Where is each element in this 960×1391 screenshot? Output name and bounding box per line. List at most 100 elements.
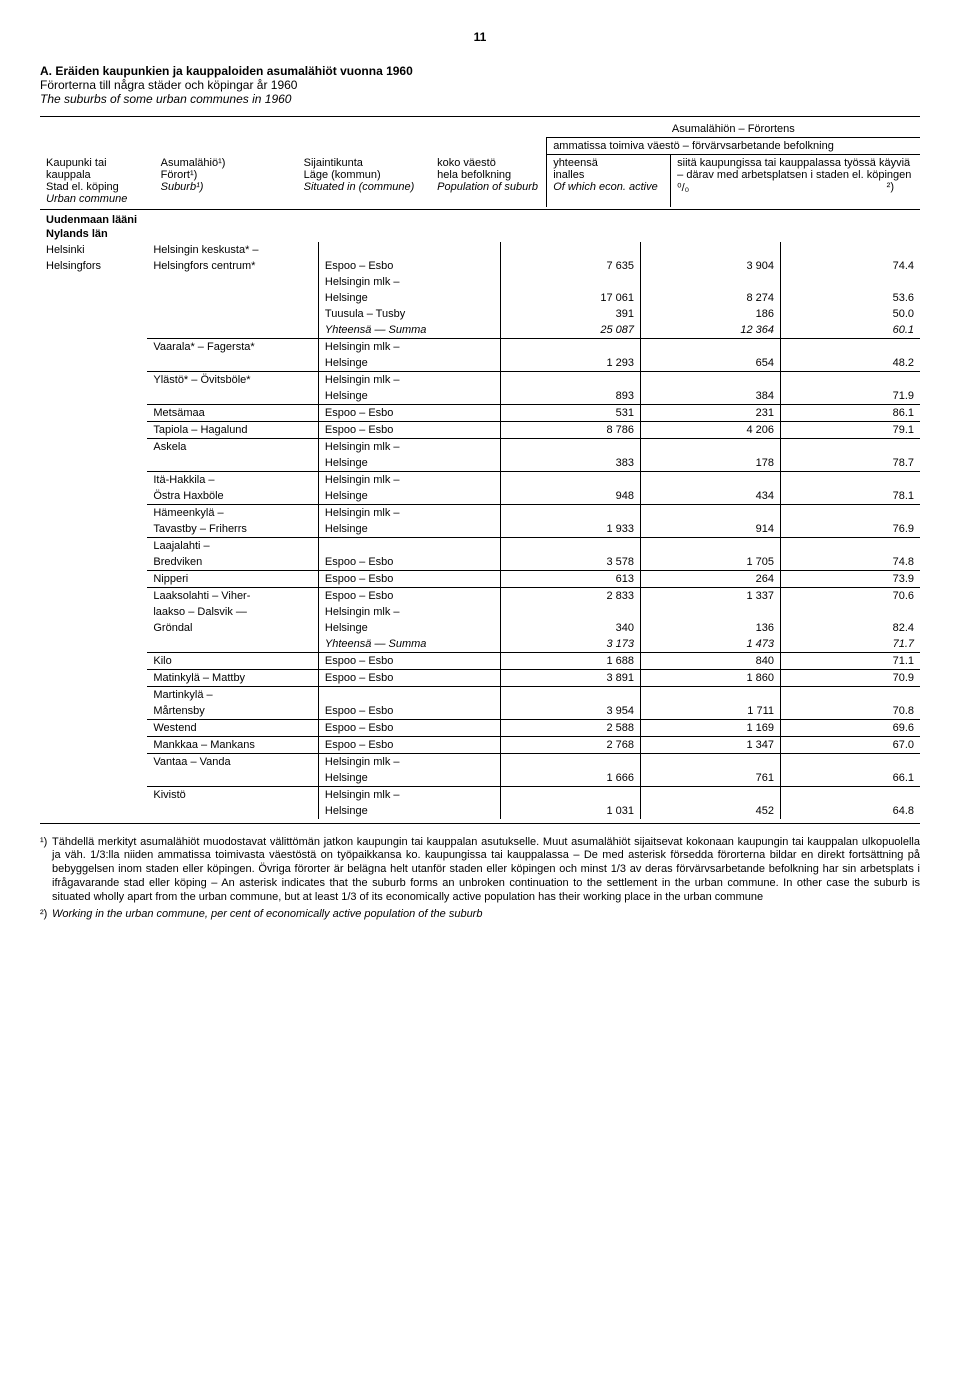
cell-pop: 8 786 [501,421,641,438]
cell-city [40,504,147,521]
cell-city [40,521,147,538]
rule-top [40,116,920,117]
cell-pop [501,686,641,703]
cell-pct: 76.9 [781,521,921,538]
cell-suburb: Mankkaa – Mankans [147,736,318,753]
table-row: KivistöHelsingin mlk – [40,786,920,803]
table-row: Mankkaa – MankansEspoo – Esbo2 7681 3476… [40,736,920,753]
cell-pop [501,604,641,620]
cell-suburb [147,455,318,472]
cell-commune: Yhteensä — Summa [318,322,500,339]
table-row: Helsinge1 66676166.1 [40,770,920,787]
cell-city [40,570,147,587]
fn2-marker: ²) [40,908,52,922]
table-row: GröndalHelsinge34013682.4 [40,620,920,636]
cell-pop: 893 [501,388,641,405]
fn1-marker: ¹) [40,836,52,905]
cell-commune: Helsinge [318,355,500,372]
table-row: Yhteensä — Summa3 1731 47371.7 [40,636,920,653]
cell-city [40,388,147,405]
cell-suburb [147,388,318,405]
table-row: HelsinkiHelsingin keskusta* – [40,242,920,258]
header-top-right: Asumalähiön – Förortens [547,121,920,138]
cell-act [641,537,781,554]
cell-pop: 613 [501,570,641,587]
cell-pop: 17 061 [501,290,641,306]
cell-suburb [147,306,318,322]
cell-act [641,274,781,290]
cell-commune: Espoo – Esbo [318,703,500,720]
cell-pct: 71.7 [781,636,921,653]
cell-pct [781,371,921,388]
cell-pct [781,537,921,554]
table-row: Laaksolahti – Viher-Espoo – Esbo2 8331 3… [40,587,920,604]
table-row: HelsingforsHelsingfors centrum*Espoo – E… [40,258,920,274]
cell-city [40,803,147,819]
table-row: Helsinge1 03145264.8 [40,803,920,819]
table-row: BredvikenEspoo – Esbo3 5781 70574.8 [40,554,920,571]
table-row: WestendEspoo – Esbo2 5881 16969.6 [40,719,920,736]
cell-pct: 69.6 [781,719,921,736]
header-col5-top: ammatissa toimiva väestö – förvärvsarbet… [547,138,920,155]
cell-commune: Helsingin mlk – [318,471,500,488]
cell-commune: Helsingin mlk – [318,371,500,388]
cell-act: 434 [641,488,781,505]
cell-pop [501,438,641,455]
cell-pop: 2 768 [501,736,641,753]
section-h2: Nylands län [40,228,147,242]
cell-city [40,488,147,505]
cell-act: 1 347 [641,736,781,753]
table-row: Martinkylä – [40,686,920,703]
hdr-c2c: Suburb¹) [161,181,292,193]
hdr-c6c: ²) [887,181,894,194]
cell-pct [781,686,921,703]
cell-suburb: Martinkylä – [147,686,318,703]
cell-pct: 70.6 [781,587,921,604]
table-row: NipperiEspoo – Esbo61326473.9 [40,570,920,587]
table-row: AskelaHelsingin mlk – [40,438,920,455]
cell-pop [501,242,641,258]
cell-city [40,652,147,669]
hdr-c4c: Population of suburb [437,181,540,193]
hdr-c5b: inalles [553,169,664,181]
cell-act: 12 364 [641,322,781,339]
cell-act: 186 [641,306,781,322]
cell-pct: 78.1 [781,488,921,505]
table-row: MårtensbyEspoo – Esbo3 9541 71170.8 [40,703,920,720]
cell-suburb: Östra Haxböle [147,488,318,505]
cell-pop: 1 688 [501,652,641,669]
cell-commune: Helsingin mlk – [318,753,500,770]
rule-bottom [40,823,920,824]
cell-city [40,421,147,438]
cell-act: 8 274 [641,290,781,306]
table-row: Matinkylä – MattbyEspoo – Esbo3 8911 860… [40,669,920,686]
cell-suburb [147,770,318,787]
cell-commune [318,242,500,258]
cell-commune: Helsingin mlk – [318,274,500,290]
cell-pop: 7 635 [501,258,641,274]
cell-act: 1 705 [641,554,781,571]
cell-suburb [147,803,318,819]
cell-pop: 531 [501,404,641,421]
cell-act: 136 [641,620,781,636]
cell-pct [781,274,921,290]
cell-commune: Helsingin mlk – [318,338,500,355]
hdr-c3b: Läge (kommun) [304,169,426,181]
cell-act: 231 [641,404,781,421]
cell-city [40,355,147,372]
cell-suburb: Laaksolahti – Viher- [147,587,318,604]
header-table: Asumalähiön – Förortens ammatissa toimiv… [40,121,920,207]
cell-commune: Helsinge [318,388,500,405]
cell-city: Helsinki [40,242,147,258]
table-row: Laajalahti – [40,537,920,554]
cell-act [641,786,781,803]
cell-commune: Helsingin mlk – [318,438,500,455]
cell-city [40,338,147,355]
cell-act: 1 860 [641,669,781,686]
cell-suburb: Helsingin keskusta* – [147,242,318,258]
cell-pct [781,786,921,803]
cell-commune: Helsinge [318,488,500,505]
cell-pct: 79.1 [781,421,921,438]
cell-suburb: Helsingfors centrum* [147,258,318,274]
cell-city [40,786,147,803]
